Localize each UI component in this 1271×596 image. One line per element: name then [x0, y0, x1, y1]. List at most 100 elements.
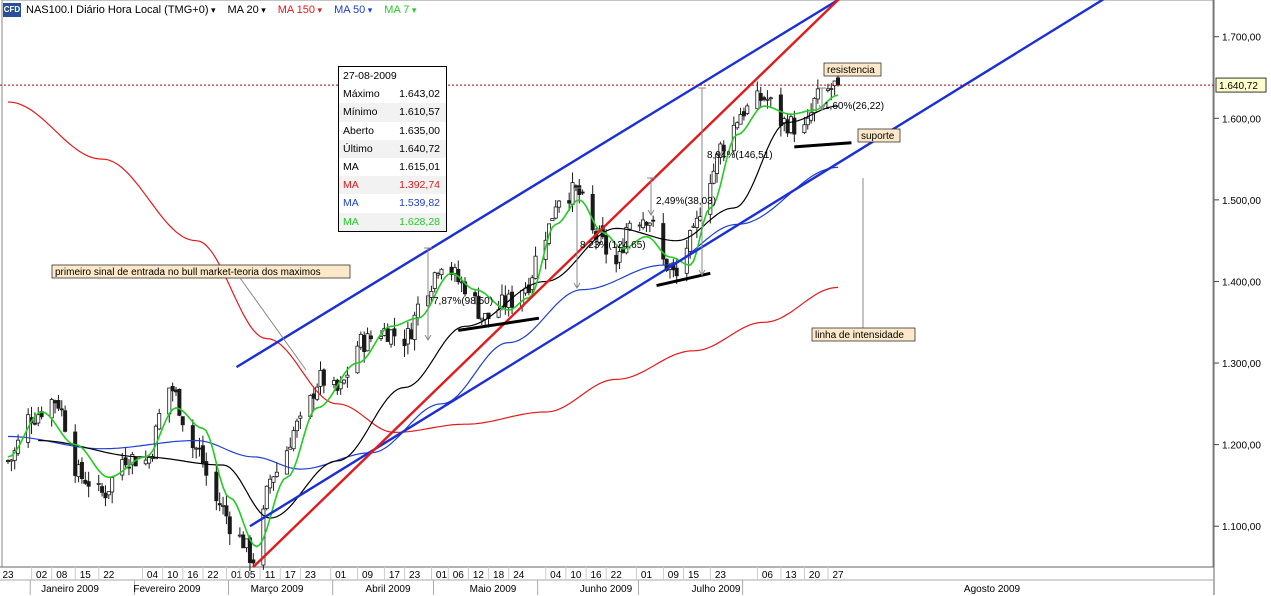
entry-signal-annotation-box [51, 264, 351, 279]
x-tick-label: 23 [715, 570, 727, 581]
x-tick-label: 01 [641, 570, 653, 581]
info-label: Último [343, 142, 373, 155]
candle-body [758, 93, 763, 101]
candle-body [6, 460, 11, 462]
candle-body [123, 457, 128, 466]
y-tick-label: 1.600,00 [1222, 114, 1261, 125]
candle-body [342, 379, 347, 384]
y-tick-label: 1.400,00 [1222, 277, 1261, 288]
intensity-annotation: linha de intensidade [815, 330, 904, 341]
info-label: MA [343, 160, 359, 173]
candle-body [452, 267, 457, 274]
info-value: 1.640,72 [399, 142, 440, 155]
candle-body [436, 273, 441, 276]
candle-body [73, 431, 78, 476]
candle-body [412, 314, 417, 341]
x-tick-label: 18 [493, 570, 505, 581]
platform-logo: CFD [3, 3, 21, 17]
measure-arrow-3-head [647, 209, 655, 216]
instrument-selector[interactable]: NAS100.I Diário Hora Local (TMG+0) [26, 3, 216, 17]
ma7-selector[interactable]: MA 7 [384, 3, 416, 17]
x-tick-label: 04 [147, 570, 159, 581]
ma50-selector[interactable]: MA 50 [334, 3, 372, 17]
candle-body [294, 420, 299, 432]
x-tick-label: 09 [668, 570, 680, 581]
x-tick-label: 05 [244, 570, 256, 581]
x-tick-label: 20 [809, 570, 821, 581]
candle-body [389, 329, 394, 345]
info-row: Mínimo 1.610,57 [339, 103, 446, 122]
x-tick-label: 22 [207, 570, 219, 581]
candle-body [573, 185, 578, 188]
candle-body [580, 191, 585, 194]
candle-body [9, 459, 14, 462]
candle-body [214, 471, 219, 502]
x-tick-label: 02 [36, 570, 48, 581]
candle-body [274, 471, 279, 477]
candle-body [106, 491, 111, 496]
candle-body [738, 114, 743, 125]
x-tick-label: 22 [611, 570, 623, 581]
ma150-selector[interactable]: MA 150 [278, 3, 322, 17]
x-tick-label: 04 [550, 570, 562, 581]
candle-body [674, 267, 679, 277]
channel-lower-line [249, 0, 1105, 528]
info-value: 1.635,00 [399, 124, 440, 137]
info-date: 27-08-2009 [339, 67, 446, 85]
percent-label-3: 2,49%(38,03) [656, 196, 716, 207]
candle-body [755, 90, 760, 110]
candle-body [402, 338, 407, 347]
candle-body [627, 222, 632, 230]
candle-body [86, 481, 91, 487]
candle-body [237, 534, 242, 537]
candle-body [812, 97, 817, 113]
candle-body [479, 317, 484, 321]
candle-body [197, 447, 202, 450]
candle-body [291, 430, 296, 450]
info-row: MA 1.392,74 [339, 176, 446, 195]
x-tick-label: 23 [409, 570, 421, 581]
candle-body [251, 559, 256, 564]
candle-body [745, 105, 750, 114]
candle-body [570, 182, 575, 205]
ma20-selector[interactable]: MA 20 [228, 3, 266, 17]
x-tick-label: 22 [103, 570, 115, 581]
candle-body [204, 461, 209, 476]
x-month-label: Março 2009 [251, 584, 304, 595]
info-value: 1.615,01 [399, 160, 440, 173]
candle-body [415, 303, 420, 318]
info-label: MA [343, 197, 359, 210]
candle-body [49, 399, 54, 419]
candle-body [721, 144, 726, 152]
candle-body [174, 389, 179, 393]
candle-body [590, 193, 595, 231]
x-month-label: Agosto 2009 [964, 584, 1021, 595]
info-label: Aberto [343, 124, 374, 137]
ma50-line [8, 166, 839, 470]
info-value: 1.628,28 [399, 215, 440, 228]
info-value: 1.392,74 [399, 179, 440, 192]
ma20-line [38, 105, 839, 519]
candle-body [567, 200, 572, 204]
candle-body [190, 425, 195, 449]
candle-body [778, 94, 783, 126]
x-tick-label: 01 [231, 570, 243, 581]
candle-body [637, 224, 642, 227]
resistance-annotation-box [823, 62, 882, 77]
candle-body [194, 447, 199, 450]
candle-body [661, 223, 666, 260]
last-price-label: 1.640,72 [1219, 81, 1258, 92]
info-row: Máximo 1.643,02 [339, 85, 446, 103]
candle-body [244, 538, 249, 549]
support-annotation-box [857, 128, 901, 143]
x-tick-label: 10 [570, 570, 582, 581]
x-month-label: Fevereiro 2009 [133, 584, 201, 595]
candle-body [533, 255, 538, 279]
x-tick-label: 17 [389, 570, 401, 581]
intensity-annotation-box [811, 327, 916, 342]
candle-body [96, 483, 101, 485]
x-month-label: Janeiro 2009 [41, 584, 99, 595]
